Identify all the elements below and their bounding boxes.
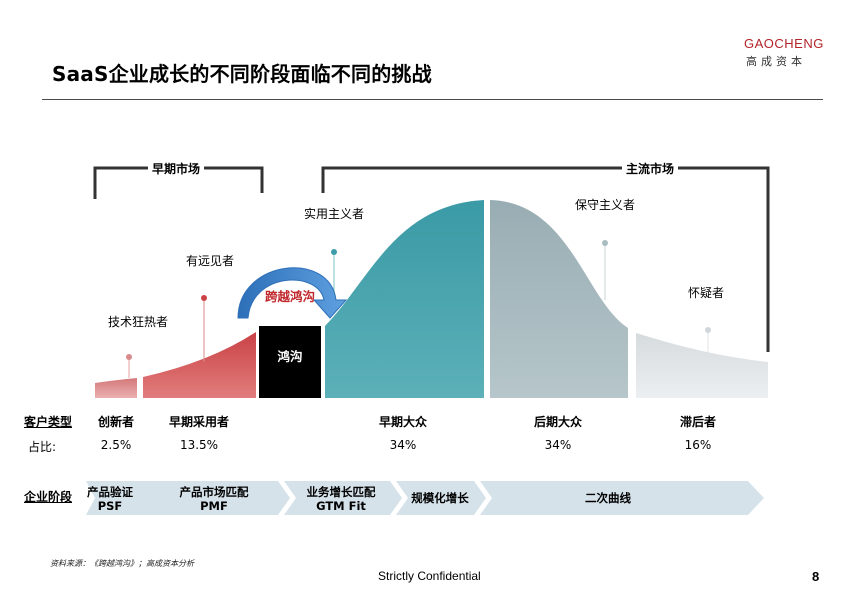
innovators-label: 技术狂热者 [107,315,169,329]
conservatives-label: 保守主义者 [574,198,636,212]
pin-skeptics [705,327,711,360]
logo-text-en: GAOCHENG [744,36,824,51]
customer-type-early-adopters: 早期采用者 [168,415,230,429]
visionaries-label: 有远见者 [185,254,235,268]
pragmatists-label: 实用主义者 [303,207,365,221]
stage-pmf-line2: PMF [200,499,228,513]
customer-type-innovators: 创新者 [97,415,135,429]
stage-chevron-gtm [284,481,402,515]
ratio-laggards: 16% [684,438,712,452]
ratio-row-label: 占比: [28,440,57,454]
stage-psf-line1: 产品验证 [87,485,133,499]
confidentiality-note: Strictly Confidential [378,569,481,583]
pin-conservatives [602,240,608,300]
stage-gtm-line2: GTM Fit [316,499,366,513]
stage-chevron-psf [86,481,152,515]
stage-psf-line2: PSF [97,499,123,513]
mainstream-market-bracket [321,166,770,352]
customer-type-early-majority: 早期大众 [378,415,428,429]
stage-scale: 规模化增长 [411,491,469,505]
skeptics-label: 怀疑者 [687,286,725,300]
ratio-innovators: 2.5% [100,438,132,452]
segment-early-majority [325,200,484,398]
customer-type-laggards: 滞后者 [679,415,717,429]
stage-gtm-line1: 业务增长匹配 [306,485,376,499]
mainstream-market-label: 主流市场 [621,160,679,177]
customer-type-row-label: 客户类型 [24,415,73,429]
segment-early-adopters [143,332,256,398]
ratio-early-majority: 34% [389,438,417,452]
pin-visionaries [201,295,207,362]
customer-type-late-majority: 后期大众 [533,415,583,429]
segment-late-majority [490,200,628,398]
title-divider [42,99,823,100]
early-market-label: 早期市场 [147,160,205,177]
stage-chevron-second-curve [480,481,764,515]
stage-row-label: 企业阶段 [24,490,73,504]
ratio-early-adopters: 13.5% [179,438,219,452]
logo-text-cn: 高成资本 [746,55,806,68]
source-note: 资料来源：《跨越鸿沟》；高成资本分析 [50,559,194,568]
stage-chevron-scale [396,481,486,515]
stage-pmf: 产品市场匹配 PMF [180,485,249,513]
chasm-label: 鸿沟 [277,349,303,364]
stage-second-curve-line1: 二次曲线 [585,491,631,505]
crossing-arrow-icon [237,267,348,319]
segment-laggards [636,333,768,398]
stage-gtm: 业务增长匹配 GTM Fit [307,485,376,513]
stage-second-curve: 二次曲线 [585,491,631,505]
chasm-block [259,326,321,398]
page-number: 8 [812,569,820,584]
stage-pmf-line1: 产品市场匹配 [179,485,249,499]
stage-chevron-pmf [134,481,290,515]
stage-psf: 产品验证 PSF [87,485,133,513]
crossing-chasm-label: 跨越鸿沟 [264,289,316,304]
stage-scale-line1: 规模化增长 [411,491,469,505]
page-title: SaaS企业成长的不同阶段面临不同的挑战 [52,62,432,86]
segment-innovators [95,378,137,398]
pin-innovators [126,354,132,378]
ratio-late-majority: 34% [544,438,572,452]
